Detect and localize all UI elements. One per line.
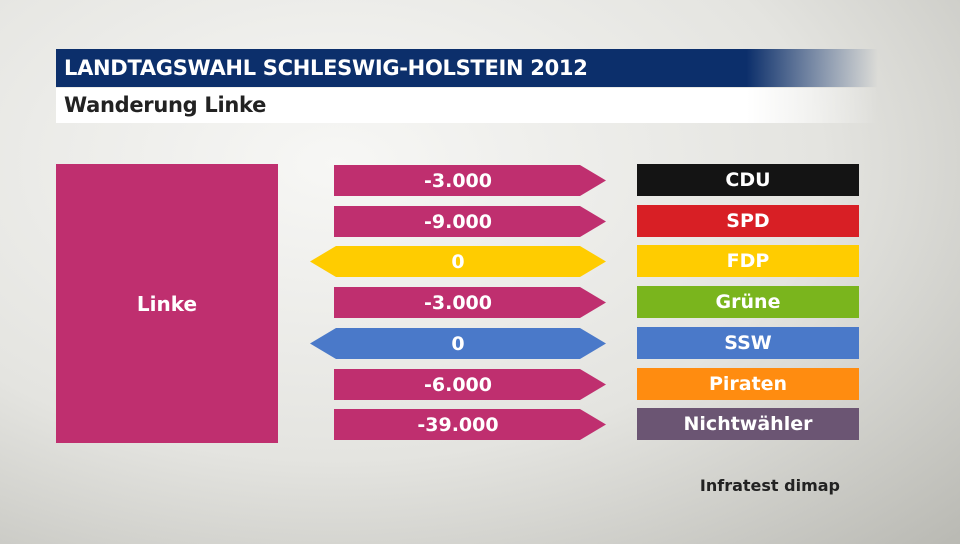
page-subtitle: Wanderung Linke — [56, 88, 878, 123]
target-party-box-5: Piraten — [637, 368, 859, 400]
target-party-box-1: SPD — [637, 205, 859, 237]
source-party-label: Linke — [136, 291, 198, 316]
page-title: LANDTAGSWAHL SCHLESWIG-HOLSTEIN 2012 — [56, 49, 878, 87]
target-party-label: FDP — [726, 250, 770, 272]
flow-value-label: 0 — [451, 332, 465, 355]
flow-arrow-1: -9.000 — [310, 206, 606, 237]
source-party-box: Linke — [56, 164, 278, 443]
target-party-box-6: Nichtwähler — [637, 408, 859, 440]
flow-arrow-2: 0 — [310, 246, 606, 277]
target-party-label: Nichtwähler — [683, 413, 813, 435]
flow-value-label: -3.000 — [424, 169, 492, 192]
target-party-box-3: Grüne — [637, 286, 859, 318]
flow-arrow-6: -39.000 — [310, 409, 606, 440]
target-party-box-2: FDP — [637, 245, 859, 277]
source-credit: Infratest dimap — [699, 476, 840, 495]
flow-arrow-4: 0 — [310, 328, 606, 359]
flow-value-label: -3.000 — [424, 291, 492, 314]
target-party-box-0: CDU — [637, 164, 859, 196]
target-party-label: Piraten — [708, 373, 788, 395]
flow-value-label: -6.000 — [424, 373, 492, 396]
flow-arrow-3: -3.000 — [310, 287, 606, 318]
target-party-label: CDU — [725, 169, 771, 191]
target-party-label: SSW — [724, 332, 772, 354]
flow-value-label: -39.000 — [417, 413, 499, 436]
flow-arrow-5: -6.000 — [310, 369, 606, 400]
target-party-label: SPD — [726, 210, 770, 232]
flow-arrow-0: -3.000 — [310, 165, 606, 196]
target-party-label: Grüne — [715, 291, 781, 313]
target-party-box-4: SSW — [637, 327, 859, 359]
flow-value-label: 0 — [451, 250, 465, 273]
flow-value-label: -9.000 — [424, 210, 492, 233]
